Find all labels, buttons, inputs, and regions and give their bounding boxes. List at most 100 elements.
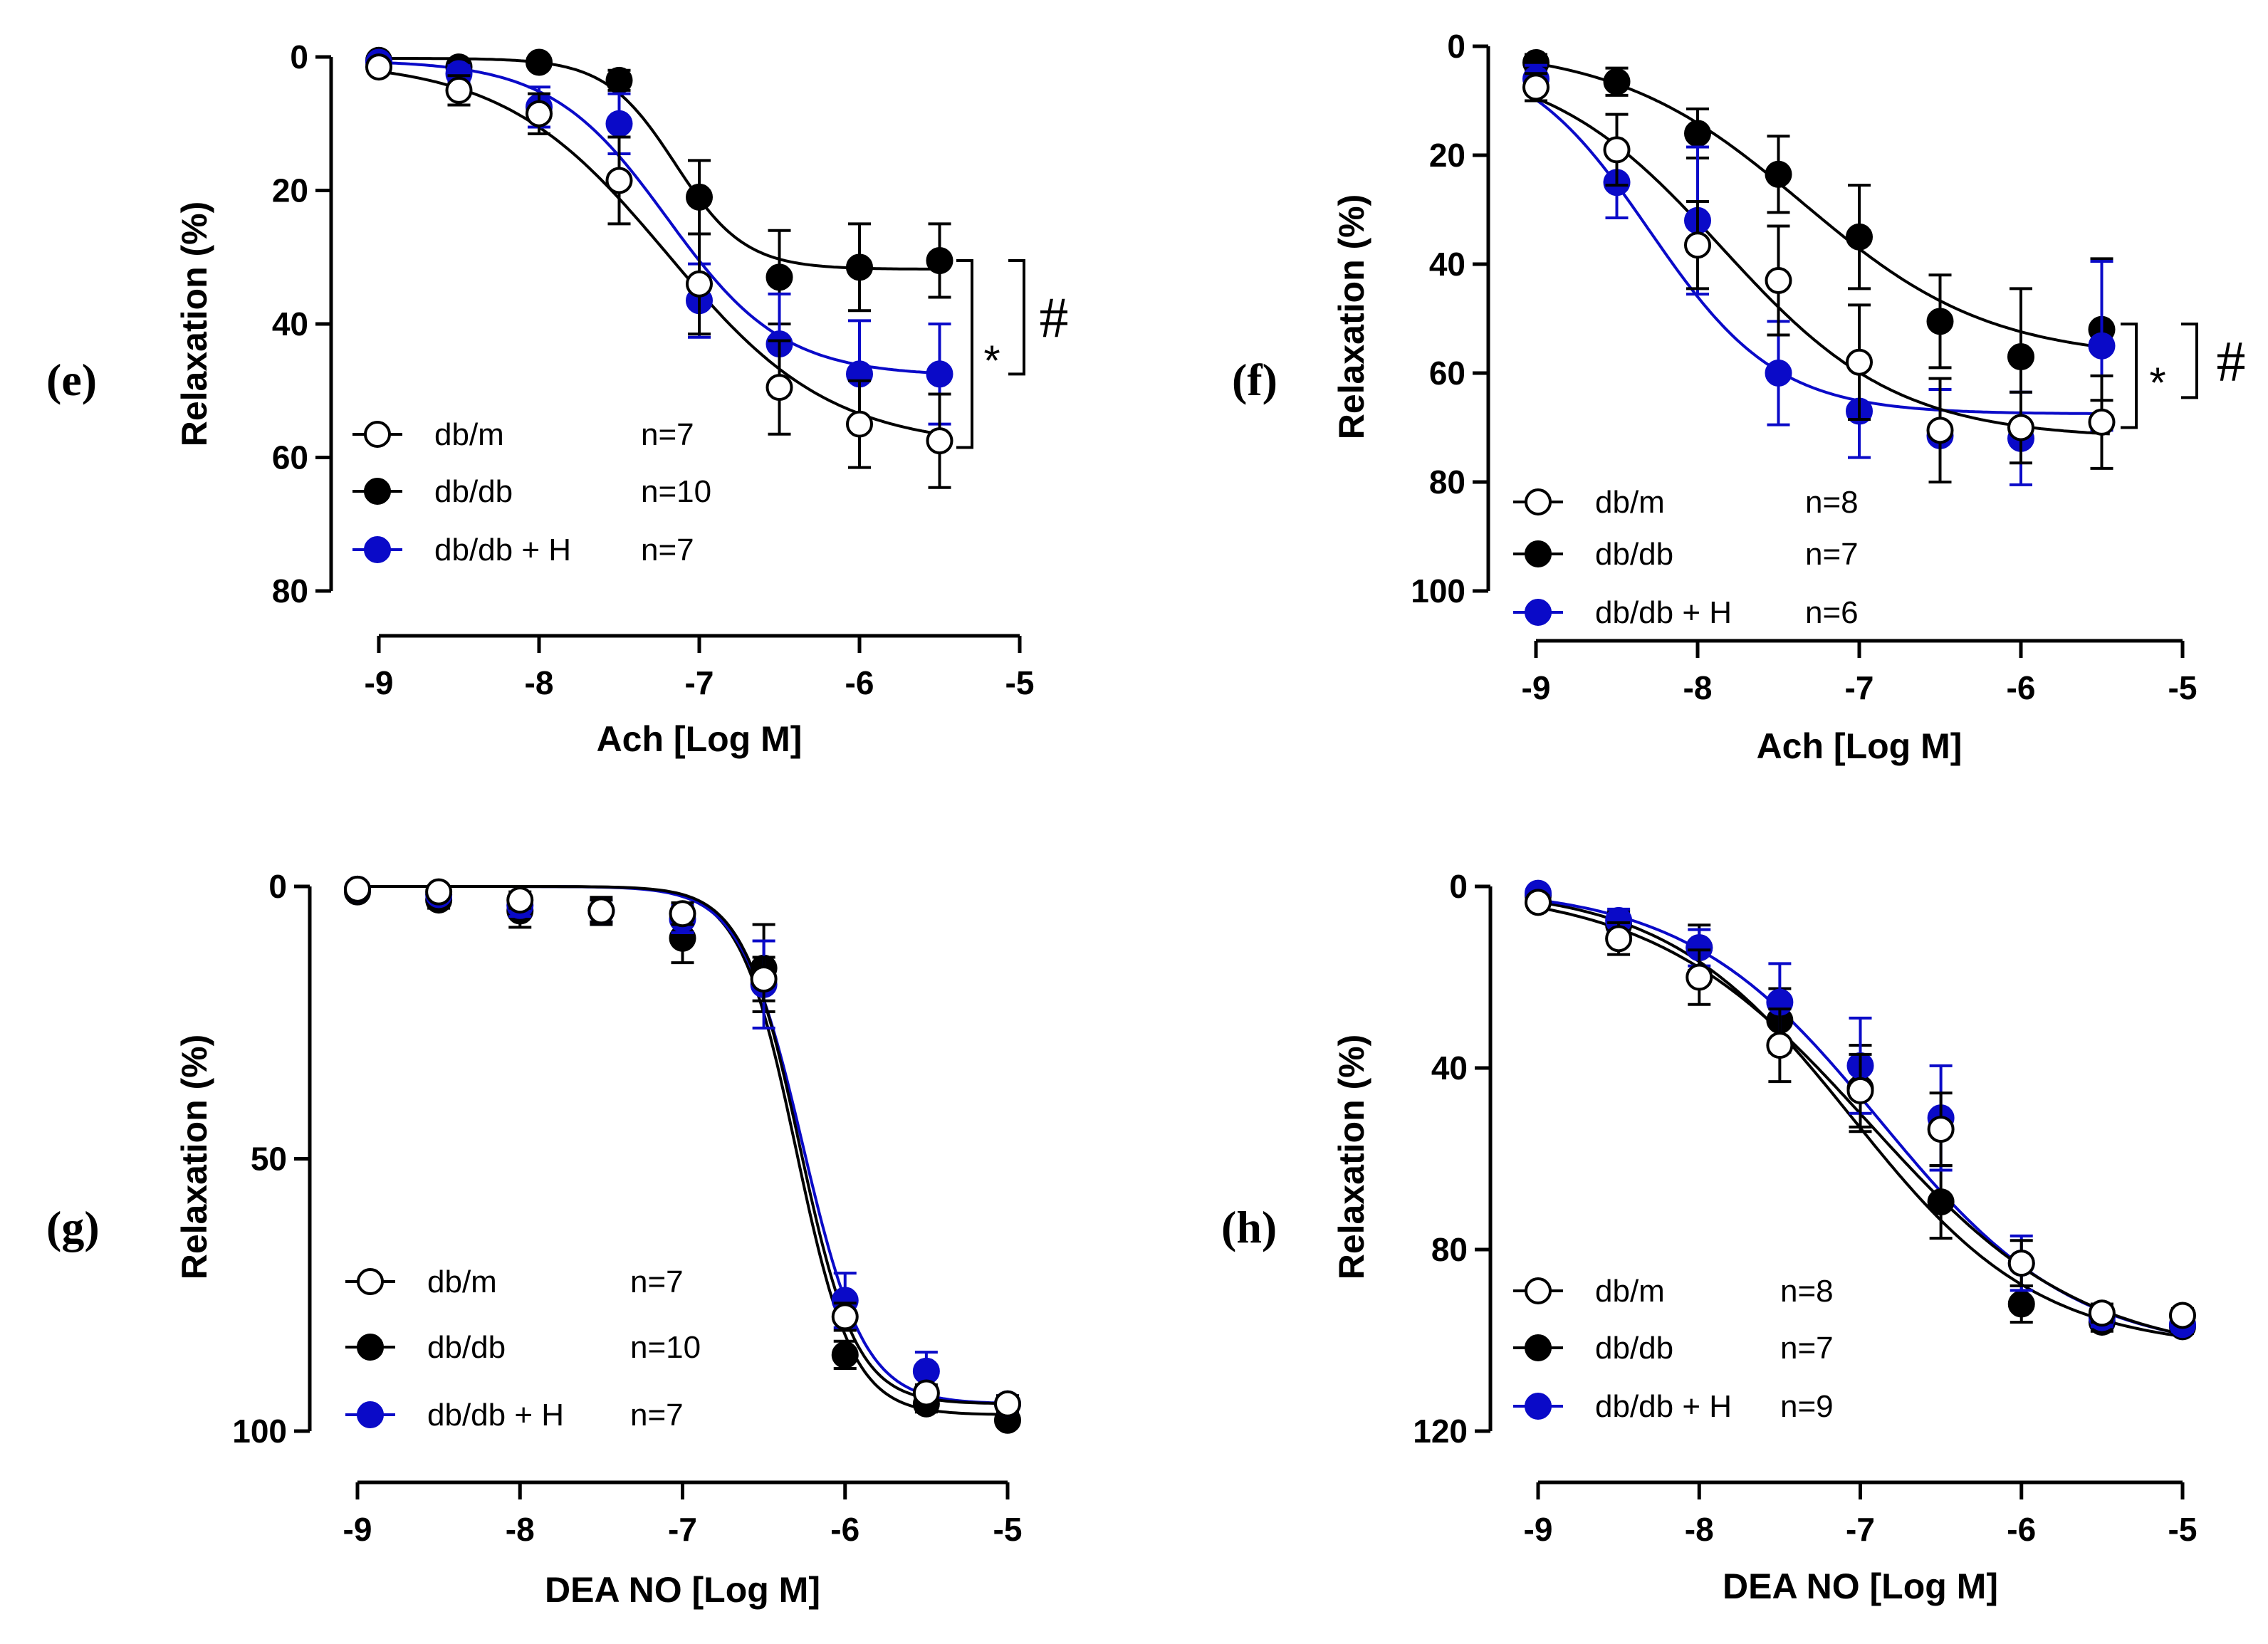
x-tick-label: -5 <box>2168 1511 2198 1548</box>
legend-marker <box>1525 488 1552 515</box>
y-tick-label: 100 <box>1411 572 1465 609</box>
legend-marker <box>1525 599 1552 626</box>
fit-curve-db-m <box>378 70 949 437</box>
data-point-db-m <box>926 427 953 455</box>
legend-n: n=10 <box>641 474 711 509</box>
legend-marker <box>357 1334 384 1361</box>
data-point-db-m <box>750 965 778 993</box>
data-point-db-db-h <box>1765 360 1792 387</box>
fit-curve-db-db <box>1535 62 2110 350</box>
legend-label: db/m <box>434 417 504 452</box>
x-tick-label: -7 <box>668 1511 697 1548</box>
data-point-db-db <box>605 66 633 94</box>
panel-label: (h) <box>1221 1202 1277 1252</box>
y-tick-label: 40 <box>1429 246 1465 283</box>
data-point-db-m <box>1686 963 1713 991</box>
legend-entry: db/m n=7 <box>352 417 694 452</box>
x-axis-title: DEA NO [Log M] <box>1723 1566 1998 1606</box>
panel-f: (f) 0 20 40 60 80 100 Relaxation (%) -9 -8 -7 -6 -5 A… <box>1232 28 2246 766</box>
y-tick-label: 0 <box>290 38 308 75</box>
legend-n: n=7 <box>630 1398 684 1433</box>
legend-marker <box>364 478 391 505</box>
x-tick-label: -5 <box>993 1511 1023 1548</box>
data-point-db-m <box>1603 136 1631 164</box>
legend-entry: db/db n=10 <box>352 474 711 509</box>
legend-marker <box>357 1268 384 1295</box>
data-point-db-m <box>846 410 873 438</box>
legend-label: db/db <box>427 1330 506 1365</box>
data-point-db-db-h <box>2088 332 2116 360</box>
data-point-db-db <box>1603 68 1631 95</box>
x-tick-label: -5 <box>1005 664 1035 701</box>
data-point-db-m <box>587 897 615 925</box>
x-tick-label: -9 <box>365 664 394 701</box>
legend-label: db/db + H <box>1595 595 1732 630</box>
y-tick-label: 40 <box>272 305 308 342</box>
data-point-db-db <box>1927 1188 1955 1216</box>
x-tick-label: -9 <box>1524 1511 1553 1548</box>
data-point-db-db <box>1926 308 1954 335</box>
fit-curve-db-db-h <box>1535 98 2110 415</box>
y-tick-label: 80 <box>1429 464 1465 501</box>
legend-n: n=7 <box>1780 1331 1834 1366</box>
legend-label: db/db + H <box>1595 1389 1732 1424</box>
legend-entry: db/db n=7 <box>1513 1331 1834 1366</box>
x-axis-title: Ach [Log M] <box>1757 726 1963 766</box>
x-tick-label: -8 <box>1685 1511 1714 1548</box>
data-point-db-m <box>506 886 534 914</box>
data-point-db-m <box>2088 408 2116 436</box>
y-tick-label: 20 <box>272 172 308 209</box>
x-tick-label: -8 <box>525 664 554 701</box>
x-tick-label: -7 <box>1845 669 1874 706</box>
y-axis-title: Relaxation (%) <box>1332 194 1371 440</box>
x-tick-label: -8 <box>506 1511 535 1548</box>
data-point-db-m <box>2088 1299 2116 1327</box>
data-point-db-m <box>1926 417 1954 444</box>
legend-marker <box>1525 540 1552 567</box>
legend-label: db/m <box>1595 485 1665 520</box>
significance-label: * <box>983 337 1000 384</box>
y-axis-title: Relaxation (%) <box>174 201 214 447</box>
x-tick-label: -6 <box>2007 1511 2036 1548</box>
fit-curve-db-db-h <box>378 61 948 375</box>
data-point-db-m <box>344 875 371 903</box>
data-point-db-db <box>686 183 713 211</box>
x-tick-label: -6 <box>830 1511 859 1548</box>
legend-entry: db/m n=7 <box>345 1265 684 1299</box>
legend-label: db/m <box>1595 1274 1665 1309</box>
data-point-db-db <box>2007 343 2034 371</box>
fit-curve-db-m <box>357 885 1008 1405</box>
x-tick-label: -9 <box>343 1511 372 1548</box>
legend-n: n=8 <box>1780 1274 1834 1309</box>
panel-e: (e) 0 20 40 60 80 Relaxation (%) -9 -8 -7 -6 -5 Ach … <box>46 38 1069 759</box>
legend-marker <box>364 421 391 448</box>
data-point-db-m <box>1525 889 1552 916</box>
y-tick-label: 80 <box>1431 1231 1468 1268</box>
x-tick-label: -6 <box>845 664 874 701</box>
data-point-db-db <box>1684 120 1711 147</box>
x-axis-title: DEA NO [Log M] <box>545 1570 820 1610</box>
legend-n: n=6 <box>1805 595 1859 630</box>
legend-label: db/db <box>1595 1331 1673 1366</box>
data-point-db-db <box>2007 1290 2035 1318</box>
legend-entry: db/db + H n=7 <box>345 1398 684 1433</box>
legend-marker <box>1525 1277 1552 1304</box>
data-point-db-m <box>1522 73 1550 101</box>
x-tick-label: -9 <box>1522 669 1551 706</box>
legend-n: n=7 <box>641 533 694 567</box>
x-axis-title: Ach [Log M] <box>597 719 803 759</box>
significance-label: * <box>2149 359 2165 407</box>
data-point-db-db <box>846 253 873 281</box>
legend-entry: db/db n=10 <box>345 1330 701 1365</box>
data-point-db-m <box>1766 1032 1794 1059</box>
legend-n: n=10 <box>630 1330 701 1365</box>
data-point-db-m <box>765 374 793 402</box>
y-tick-label: 100 <box>232 1413 287 1450</box>
legend-marker <box>1525 1334 1552 1361</box>
data-point-db-db <box>1765 160 1792 188</box>
data-point-db-m <box>2169 1302 2196 1329</box>
legend-n: n=7 <box>1805 537 1859 572</box>
y-axis-title: Relaxation (%) <box>174 1035 214 1280</box>
significance-label: # <box>2217 329 2246 394</box>
